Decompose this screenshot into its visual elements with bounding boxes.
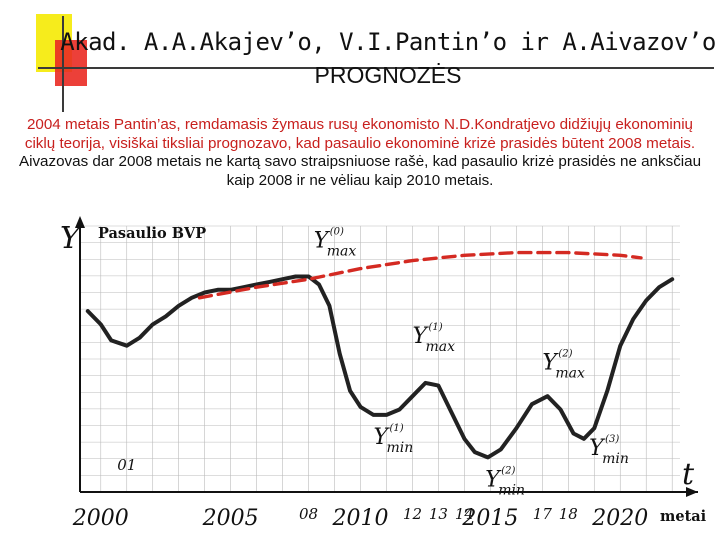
x-tick-label: 2010 bbox=[332, 506, 389, 531]
x-tick-label: 2005 bbox=[202, 506, 259, 531]
x-tick-label: 12 bbox=[403, 505, 422, 523]
chart-background bbox=[40, 206, 712, 536]
annotation-subscript: max bbox=[327, 243, 357, 259]
annotation-min-label: Y (1) min bbox=[374, 423, 414, 456]
annotation-subscript: min bbox=[498, 483, 525, 499]
annotation-subscript: min bbox=[387, 440, 414, 456]
x-axis-symbol: t bbox=[682, 457, 695, 492]
decor-red-square bbox=[55, 40, 87, 86]
y-axis-arrow bbox=[75, 216, 85, 228]
x-axis-arrow bbox=[686, 487, 698, 497]
annotation-superscript: (0) bbox=[330, 226, 344, 237]
annotation-max-label: Y (1) max bbox=[412, 322, 455, 355]
annotation-base: Y bbox=[374, 425, 391, 450]
x-axis-unit: metai bbox=[660, 508, 707, 525]
annotation-min-label: Y (2) min bbox=[485, 466, 525, 499]
chart-axes bbox=[75, 216, 698, 497]
decor-horizontal-line bbox=[38, 67, 714, 69]
annotation-subscript: max bbox=[425, 339, 455, 355]
decor-vertical-line bbox=[62, 16, 64, 112]
annotation-base: Y bbox=[589, 436, 606, 461]
chart-series bbox=[85, 250, 675, 460]
annotation-max-label: Y (0) max bbox=[314, 226, 357, 259]
x-tick-label: 14 bbox=[455, 505, 474, 523]
paragraph-highlighted-text: 2004 metais Pantin’as, remdamasis žymaus… bbox=[24, 116, 696, 152]
y-axis-symbol: Y bbox=[60, 221, 83, 256]
annotation-superscript: (1) bbox=[390, 423, 404, 434]
annotation-min-label: Y (3) min bbox=[589, 434, 629, 467]
x-tick-label: 17 bbox=[533, 505, 553, 523]
slide-title-line-1: Akad. A.A.Akajev’o, V.I.Pantin’o ir A.Ai… bbox=[60, 28, 716, 56]
slide-paragraph: 2004 metais Pantin’as, remdamasis žymaus… bbox=[10, 116, 710, 190]
x-tick-label: 2020 bbox=[591, 506, 648, 531]
chart-labels: Yt Pasaulio BVP metai 2000 01 2005 08 2010 12 13 1… bbox=[60, 221, 707, 531]
annotation-superscript: (1) bbox=[428, 322, 442, 333]
gdp-curve-line bbox=[85, 274, 675, 460]
x-tick-label: 13 bbox=[429, 505, 448, 523]
x-tick-label: 01 bbox=[117, 456, 136, 474]
x-tick-label: 18 bbox=[559, 505, 578, 523]
slide-title-line-2: PROGNOZĖS bbox=[314, 62, 462, 88]
annotation-base: Y bbox=[314, 228, 331, 253]
annotation-max-label: Y (2) max bbox=[542, 349, 585, 382]
annotation-base: Y bbox=[412, 324, 429, 349]
trend-dashed-line bbox=[197, 250, 643, 300]
annotation-base: Y bbox=[485, 468, 502, 493]
x-tick-label: 2000 bbox=[72, 506, 129, 531]
annotation-superscript: (3) bbox=[605, 434, 619, 445]
series-label: Pasaulio BVP bbox=[98, 225, 206, 242]
gdp-forecast-chart: Yt Pasaulio BVP metai 2000 01 2005 08 2010 12 13 1… bbox=[40, 206, 712, 536]
x-tick-label: 2015 bbox=[461, 506, 518, 531]
annotation-superscript: (2) bbox=[558, 349, 572, 360]
annotation-subscript: min bbox=[602, 451, 629, 467]
annotation-base: Y bbox=[542, 351, 559, 376]
x-tick-label: 08 bbox=[299, 505, 318, 523]
annotation-superscript: (2) bbox=[501, 466, 515, 477]
chart-grid bbox=[80, 225, 680, 493]
paragraph-plain-text: Aivazovas dar 2008 metais ne kartą savo … bbox=[18, 153, 702, 189]
annotation-subscript: max bbox=[555, 366, 585, 382]
